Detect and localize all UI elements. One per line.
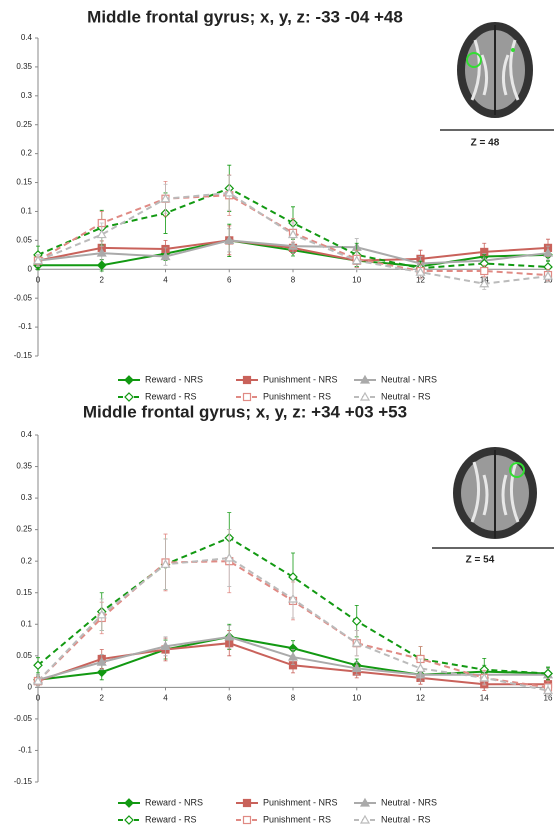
- x-tick-label: 8: [291, 275, 296, 284]
- y-tick-label: -0.15: [14, 351, 33, 360]
- x-tick-label: 10: [352, 693, 361, 702]
- x-tick-label: 6: [227, 275, 232, 284]
- legend-label: Neutral - NRS: [381, 374, 437, 384]
- legend-marker: [125, 393, 133, 401]
- x-tick-label: 4: [163, 275, 168, 284]
- x-tick-label: 10: [352, 275, 361, 284]
- legend-marker: [244, 394, 251, 401]
- y-tick-label: 0.05: [16, 651, 32, 660]
- y-tick-label: 0.4: [21, 430, 33, 439]
- y-tick-label: 0.35: [16, 462, 32, 471]
- y-tick-label: 0.15: [16, 588, 32, 597]
- brain-inset: [440, 22, 554, 130]
- y-tick-label: 0.1: [21, 207, 33, 216]
- legend-item: Neutral - RS: [354, 814, 431, 824]
- x-tick-label: 14: [480, 693, 489, 702]
- legend-label: Reward - RS: [145, 814, 197, 824]
- x-tick-label: 8: [291, 693, 296, 702]
- y-tick-label: -0.1: [18, 322, 32, 331]
- x-tick-label: 0: [36, 693, 41, 702]
- brain-inset: [432, 447, 554, 548]
- legend-marker: [244, 817, 251, 824]
- legend-label: Reward - NRS: [145, 374, 203, 384]
- x-tick-label: 12: [416, 693, 425, 702]
- y-tick-label: -0.1: [18, 746, 32, 755]
- y-tick-label: 0.15: [16, 178, 32, 187]
- legend-label: Punishment - RS: [263, 391, 331, 401]
- legend-item: Reward - NRS: [118, 797, 203, 807]
- point: [98, 261, 106, 269]
- legend-label: Neutral - RS: [381, 814, 431, 824]
- y-tick-label: 0.1: [21, 619, 33, 628]
- legend-item: Neutral - NRS: [354, 797, 437, 807]
- legend-item: Reward - RS: [118, 814, 197, 824]
- legend-item: Reward - NRS: [118, 374, 203, 384]
- legend-label: Punishment - NRS: [263, 374, 338, 384]
- x-tick-label: 6: [227, 693, 232, 702]
- legend-label: Neutral - RS: [381, 391, 431, 401]
- legend-item: Punishment - NRS: [236, 374, 338, 384]
- y-tick-label: 0.2: [21, 149, 33, 158]
- y-tick-label: -0.05: [14, 714, 33, 723]
- y-tick-label: 0.25: [16, 120, 32, 129]
- legend-marker: [125, 816, 133, 824]
- legend-label: Punishment - NRS: [263, 797, 338, 807]
- x-tick-label: 4: [163, 693, 168, 702]
- chart-title: Middle frontal gyrus; x, y, z: +34 +03 +…: [83, 402, 407, 421]
- legend-item: Punishment - NRS: [236, 797, 338, 807]
- legend-item: Punishment - RS: [236, 814, 331, 824]
- point: [481, 268, 488, 275]
- x-tick-label: 2: [100, 693, 105, 702]
- y-tick-label: 0.05: [16, 235, 32, 244]
- inset-label: Z = 48: [471, 138, 500, 149]
- y-tick-label: 0: [28, 682, 33, 691]
- legend-marker: [125, 799, 133, 807]
- y-tick-label: 0.4: [21, 33, 33, 42]
- figure: Middle frontal gyrus; x, y, z: -33 -04 +…: [0, 0, 554, 828]
- inset-label: Z = 54: [466, 555, 495, 566]
- legend-item: Neutral - NRS: [354, 374, 437, 384]
- y-tick-label: 0.25: [16, 525, 32, 534]
- legend-label: Punishment - RS: [263, 814, 331, 824]
- legend-item: Punishment - RS: [236, 391, 331, 401]
- y-tick-label: 0: [28, 264, 33, 273]
- series: [34, 176, 552, 290]
- y-tick-label: 0.3: [21, 91, 33, 100]
- legend-label: Reward - RS: [145, 391, 197, 401]
- y-tick-label: -0.15: [14, 777, 33, 786]
- x-tick-label: 2: [100, 275, 105, 284]
- legend-item: Reward - RS: [118, 391, 197, 401]
- x-tick-label: 0: [36, 275, 41, 284]
- legend-marker: [244, 377, 251, 384]
- legend-marker: [125, 376, 133, 384]
- y-tick-label: 0.3: [21, 493, 33, 502]
- chart-title: Middle frontal gyrus; x, y, z: -33 -04 +…: [87, 7, 403, 26]
- legend-label: Neutral - NRS: [381, 797, 437, 807]
- legend-marker: [244, 800, 251, 807]
- legend-item: Neutral - RS: [354, 391, 431, 401]
- legend-label: Reward - NRS: [145, 797, 203, 807]
- y-tick-label: -0.05: [14, 293, 33, 302]
- y-tick-label: 0.2: [21, 556, 33, 565]
- y-tick-label: 0.35: [16, 62, 32, 71]
